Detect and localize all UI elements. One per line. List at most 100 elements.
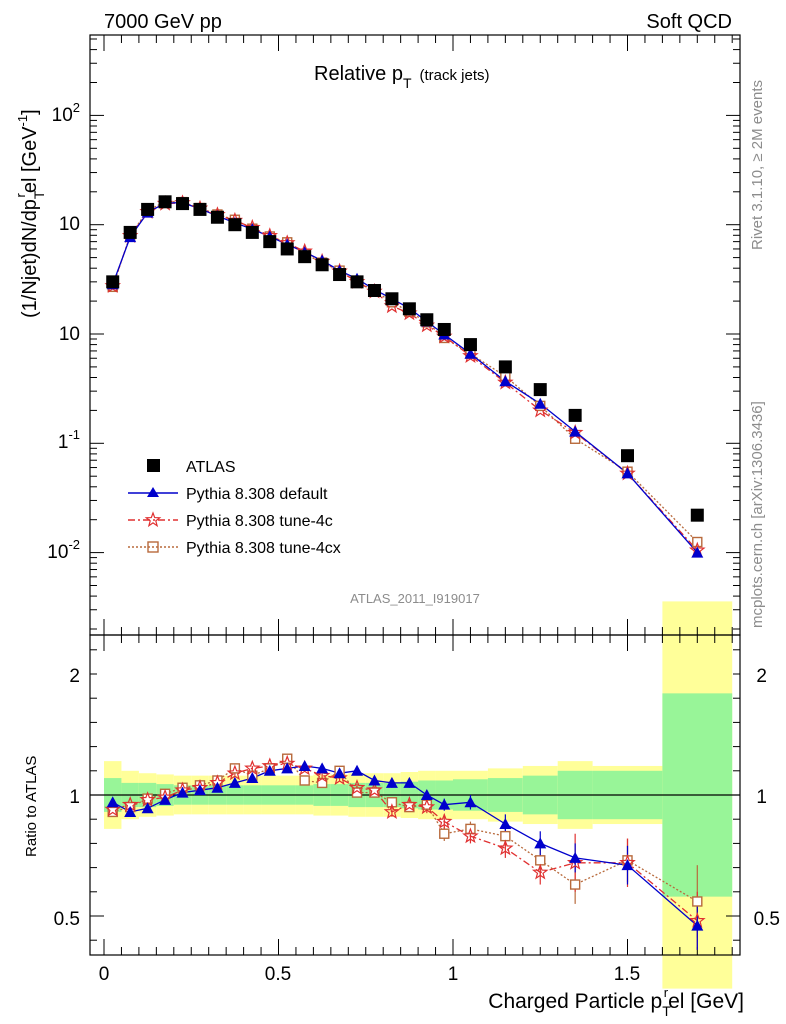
ratio-y-label: Ratio to ATLAS: [23, 756, 40, 857]
main-point-atlas: [158, 195, 172, 209]
main-point-atlas: [123, 225, 137, 239]
analysis-watermark: ATLAS_2011_I919017: [350, 591, 480, 606]
main-title-sub: T: [403, 75, 412, 91]
ratio-point-pythia-8-308-default: [246, 772, 259, 784]
xtick-label-1.5: 1.5: [614, 964, 640, 985]
main-ytick-label-1e-1: 1-1: [58, 427, 80, 453]
ratio-point-pythia-8-308-tune-4cx: [229, 763, 241, 774]
xtick-label-0.5: 0.5: [265, 964, 291, 985]
ratio-point-pythia-8-308-tune-4c: [313, 766, 331, 783]
main-point-atlas: [498, 360, 512, 374]
ratio-point-pythia-8-308-default: [159, 793, 172, 805]
main-point-atlas: [367, 284, 381, 298]
ratio-point-pythia-8-308-default: [316, 762, 329, 774]
main-point-atlas: [280, 242, 294, 256]
ratio-point-pythia-8-308-tune-4c: [296, 759, 313, 776]
ratio-point-pythia-8-308-tune-4c: [348, 778, 366, 795]
ratio-ytick-label-right-0.5: 0.5: [754, 909, 780, 930]
ratio-point-pythia-8-308-tune-4cx: [500, 830, 511, 842]
legend-marker-4cx: [147, 541, 159, 553]
main-point-atlas: [245, 225, 259, 239]
main-ytick-label-10: 10: [59, 214, 80, 235]
main-point-pythia-8-308-tune-4c: [462, 347, 479, 363]
main-point-atlas: [350, 275, 364, 289]
main-point-atlas: [621, 449, 634, 463]
main-point-atlas: [437, 322, 451, 336]
ratio-point-pythia-8-308-default: [499, 818, 512, 830]
ratio-point-pythia-8-308-tune-4cx: [386, 797, 398, 808]
legend-label-default: Pythia 8.308 default: [186, 486, 328, 503]
ratio-point-pythia-8-308-tune-4c: [244, 759, 261, 776]
main-ytick-label-1: 10: [59, 324, 80, 345]
main-point-atlas: [315, 258, 329, 272]
main-point-atlas: [402, 302, 416, 316]
legend-marker-default: [147, 487, 159, 497]
ratio-point-pythia-8-308-default: [691, 919, 704, 931]
ratio-panel-frame: [89, 634, 741, 956]
main-y-label-sup: r: [13, 193, 28, 198]
main-point-atlas: [298, 250, 312, 264]
ratio-point-pythia-8-308-default: [420, 789, 433, 800]
ratio-ytick-label-0.5: 0.5: [54, 909, 80, 930]
mcplots-label: mcplots.cern.ch [arXiv:1306.3436]: [749, 401, 766, 628]
xtick-label-1: 1: [448, 964, 459, 985]
main-title-text: Relative p: [314, 63, 403, 85]
main-point-atlas: [385, 292, 399, 306]
ratio-point-pythia-8-308-default: [228, 776, 241, 788]
ratio-point-pythia-8-308-default: [124, 805, 137, 817]
ratio-point-pythia-8-308-tune-4cx: [535, 855, 546, 866]
ratio-point-pythia-8-308-default: [368, 774, 381, 786]
main-y-label-rest: el [GeV: [19, 126, 41, 193]
main-y-label-end: ]: [19, 109, 41, 115]
main-title: Relative pT (track jets): [314, 63, 490, 91]
ratio-point-pythia-8-308-tune-4c: [383, 803, 401, 819]
header-right: Soft QCD: [646, 11, 732, 33]
x-label-sup: r: [664, 985, 669, 1000]
main-point-pythia-8-308-default: [464, 347, 477, 359]
x-label-rest: el [GeV]: [668, 990, 744, 1013]
ratio-point-pythia-8-308-tune-4c: [331, 769, 348, 786]
ratio-point-pythia-8-308-tune-4c: [566, 854, 584, 870]
ratio-point-pythia-8-308-tune-4c: [497, 839, 514, 856]
main-point-atlas: [228, 218, 242, 232]
ratio-point-pythia-8-308-default: [385, 776, 398, 788]
main-ytick-label-1e2: 102: [52, 100, 80, 126]
ratio-point-pythia-8-308-tune-4c: [366, 781, 383, 798]
ratio-point-pythia-8-308-tune-4cx: [692, 896, 703, 907]
main-point-atlas: [568, 408, 582, 422]
main-y-label: (1/Njet)dN/dpTrel [GeV-1]: [13, 109, 47, 318]
main-y-label-text: (1/Njet)dN/dp: [19, 199, 41, 318]
legend-label-4c: Pythia 8.308 tune-4c: [186, 513, 333, 530]
main-point-pythia-8-308-default: [569, 425, 582, 437]
main-point-atlas: [333, 268, 347, 282]
ratio-point-pythia-8-308-default: [193, 784, 206, 796]
legend-label-atlas: ATLAS: [186, 459, 236, 476]
main-point-pythia-8-308-default: [621, 467, 634, 479]
ratio-ytick-label-right-1: 1: [756, 787, 767, 808]
main-series-layer: [104, 194, 706, 558]
main-point-atlas: [263, 235, 277, 249]
ratio-uncertainty-bands: [90, 601, 740, 989]
ratio-point-pythia-8-308-tune-4cx: [299, 775, 310, 786]
ratio-point-pythia-8-308-default: [281, 762, 294, 774]
legend-marker-atlas: [147, 459, 160, 472]
main-point-atlas: [193, 202, 207, 216]
main-title-small: (track jets): [420, 67, 490, 84]
ratio-ytick-label-2: 2: [69, 666, 80, 687]
legend-label-4cx: Pythia 8.308 tune-4cx: [186, 540, 341, 557]
legend-marker-4c: [144, 511, 162, 528]
main-point-atlas: [106, 275, 120, 289]
x-axis-label: Charged Particle pTrel [GeV]: [488, 985, 744, 1019]
ratio-axis-ticks: [90, 635, 740, 955]
ratio-ytick-label-right-2: 2: [756, 666, 767, 687]
ratio-point-pythia-8-308-tune-4c: [226, 764, 244, 781]
ratio-point-pythia-8-308-default: [333, 767, 346, 779]
x-label-text: Charged Particle p: [488, 990, 662, 1013]
main-point-atlas: [210, 210, 224, 224]
main-point-pythia-8-308-default: [499, 375, 512, 387]
main-point-atlas: [141, 202, 155, 216]
main-axis-ticks: [90, 35, 740, 635]
main-y-label-sub: T: [31, 190, 47, 199]
ratio-point-pythia-8-308-tune-4c: [531, 863, 549, 880]
